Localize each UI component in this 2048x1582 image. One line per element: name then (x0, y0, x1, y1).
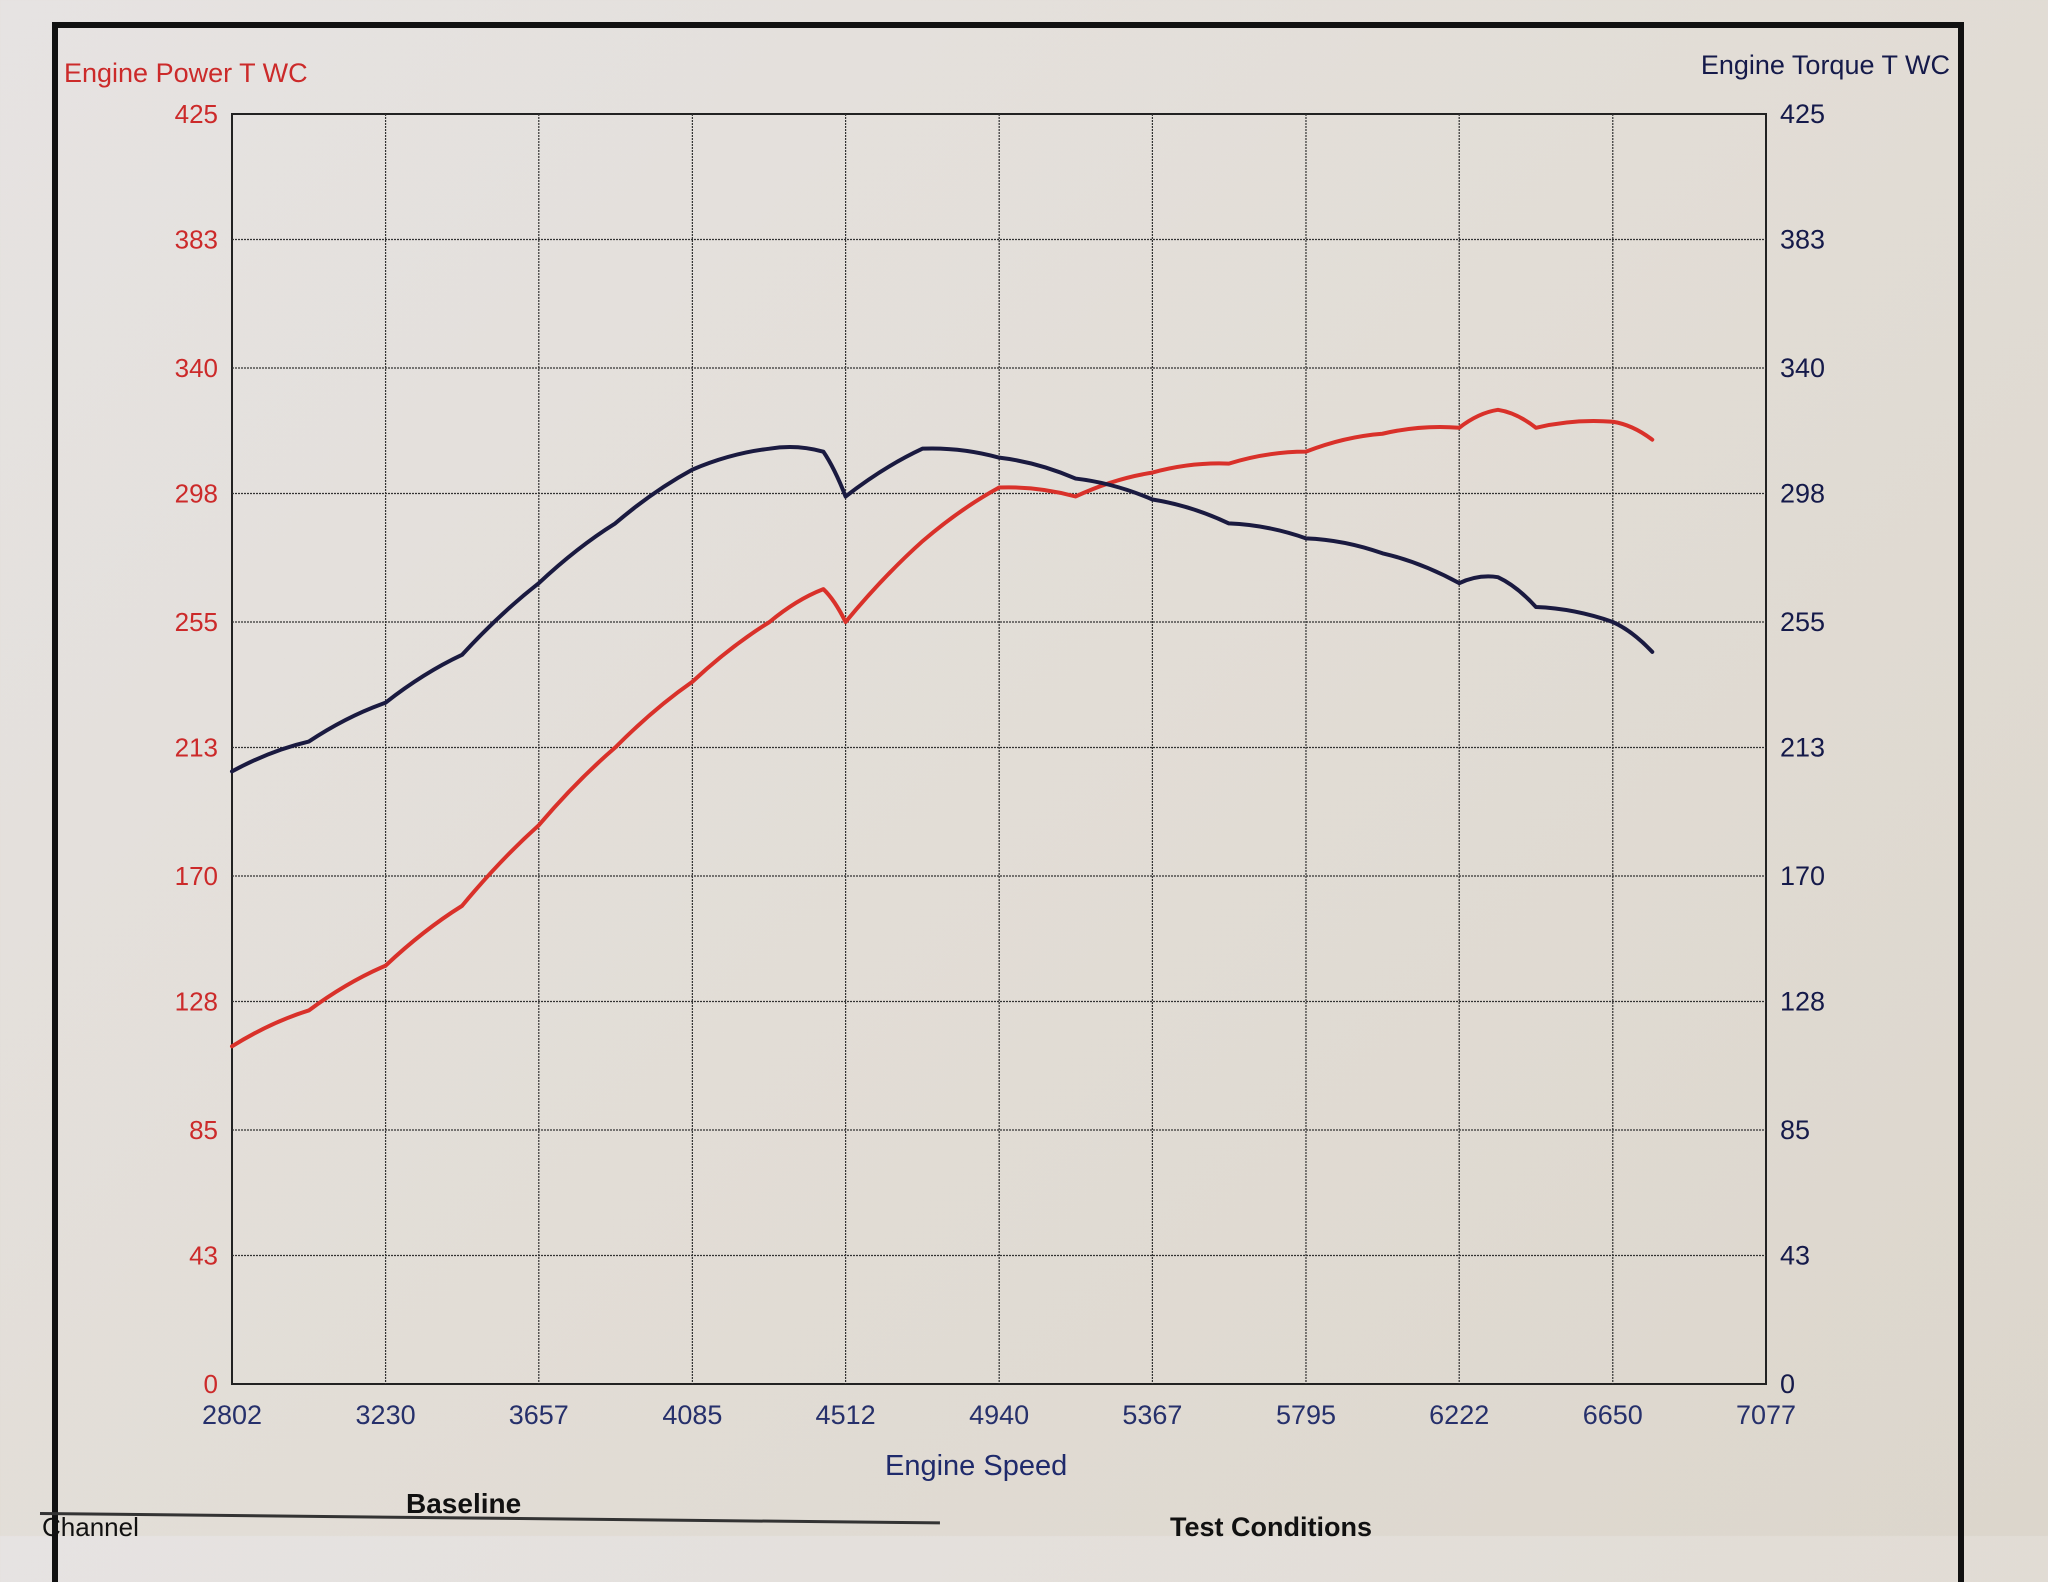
svg-text:425: 425 (1780, 99, 1825, 129)
svg-text:4085: 4085 (662, 1400, 722, 1430)
report-frame (52, 22, 1964, 1582)
power-curve (230, 407, 1655, 1049)
svg-text:213: 213 (175, 733, 218, 763)
svg-text:85: 85 (189, 1115, 218, 1145)
svg-text:128: 128 (1780, 987, 1825, 1017)
svg-text:170: 170 (175, 861, 218, 891)
svg-text:6222: 6222 (1429, 1400, 1489, 1430)
chart-grid (231, 113, 1767, 1385)
svg-text:4512: 4512 (816, 1400, 876, 1430)
right-y-axis-ticks: 0 43 85 128 170 213 255 298 340 383 425 (1780, 99, 1825, 1399)
torque-curve (230, 444, 1655, 774)
x-axis-title: Engine Speed (885, 1450, 1068, 1482)
svg-text:5795: 5795 (1276, 1400, 1336, 1430)
svg-text:340: 340 (175, 353, 218, 383)
svg-text:255: 255 (175, 607, 218, 637)
svg-text:43: 43 (1780, 1241, 1810, 1271)
svg-text:3657: 3657 (509, 1400, 569, 1430)
svg-text:170: 170 (1780, 861, 1825, 891)
dyno-chart: 0 43 85 128 170 213 255 298 340 383 425 0 43 85 128 17… (175, 99, 1825, 1430)
svg-text:3230: 3230 (356, 1400, 416, 1430)
left-axis-title: Engine Power T WC (64, 58, 308, 88)
right-axis-title: Engine Torque T WC (1700, 50, 1950, 80)
x-axis-ticks: 2802 3230 3657 4085 4512 4940 5367 5795 6222 6650… (202, 1400, 1796, 1430)
svg-text:2802: 2802 (202, 1400, 262, 1430)
svg-text:298: 298 (1780, 479, 1825, 509)
baseline-heading: Baseline (406, 1488, 522, 1519)
test-conditions-heading: Test Conditions (1170, 1512, 1372, 1542)
svg-text:5367: 5367 (1122, 1400, 1182, 1430)
svg-text:128: 128 (175, 987, 218, 1017)
svg-text:7077: 7077 (1736, 1400, 1796, 1430)
svg-text:298: 298 (175, 479, 218, 509)
svg-text:4940: 4940 (969, 1400, 1029, 1430)
svg-text:255: 255 (1780, 607, 1825, 637)
svg-text:383: 383 (175, 225, 218, 255)
svg-text:213: 213 (1780, 733, 1825, 763)
svg-text:85: 85 (1780, 1115, 1810, 1145)
svg-text:425: 425 (175, 99, 218, 129)
svg-text:383: 383 (1780, 225, 1825, 255)
svg-text:43: 43 (189, 1241, 218, 1271)
svg-text:340: 340 (1780, 353, 1825, 383)
svg-text:6650: 6650 (1583, 1400, 1643, 1430)
svg-text:0: 0 (1780, 1369, 1795, 1399)
left-y-axis-ticks: 0 43 85 128 170 213 255 298 340 383 425 (175, 99, 218, 1399)
channel-column-header: Channel (42, 1512, 139, 1542)
svg-text:0: 0 (204, 1369, 218, 1399)
